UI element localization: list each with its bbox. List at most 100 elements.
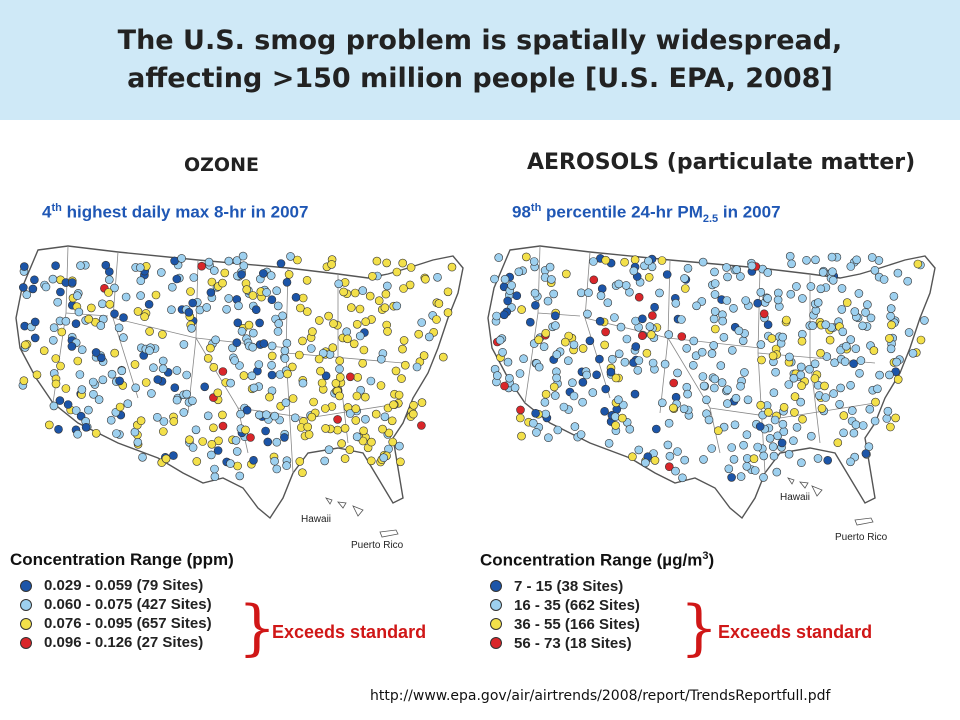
site-marker [592,370,601,380]
site-marker [207,440,217,449]
site-marker [238,251,248,261]
site-marker [378,424,387,434]
site-marker [106,415,116,425]
us-outline [487,245,936,520]
site-marker [559,402,569,412]
site-marker [314,354,324,364]
site-marker [827,252,837,262]
site-marker [321,371,331,381]
site-marker [723,272,732,282]
site-marker [729,455,739,464]
pm-metric-text: percentile 24-hr PM [541,202,703,222]
site-marker [755,422,765,431]
site-marker [534,362,544,372]
site-marker [98,375,108,385]
site-marker [121,292,131,302]
site-marker [261,410,271,419]
site-marker [412,362,422,372]
pm-legend-label: 36 - 55 (166 Sites) [514,615,640,633]
ozone-legend-swatch [20,617,32,630]
site-marker [119,333,128,342]
site-marker [308,327,317,336]
site-marker [115,376,124,386]
site-marker [309,397,318,407]
site-marker [768,351,778,361]
site-marker [863,300,872,309]
site-marker [614,349,624,359]
site-marker [335,356,345,365]
site-marker [578,397,587,407]
site-marker [248,342,257,352]
site-marker [692,301,701,311]
site-marker [293,255,302,265]
site-marker [398,258,408,268]
site-marker [709,341,718,350]
site-marker [772,467,782,477]
site-marker [552,350,562,359]
site-marker [149,363,158,372]
site-marker [372,256,382,266]
site-marker [665,451,675,461]
site-marker [608,354,617,364]
site-marker [19,283,28,292]
site-marker [438,352,448,362]
site-marker [30,275,39,285]
site-marker [273,301,283,311]
site-marker [710,279,720,288]
pm-metric: 98th percentile 24-hr PM2.5 in 2007 [512,202,781,225]
site-marker [376,381,386,390]
site-marker [779,403,789,412]
site-marker [288,394,298,403]
site-marker [601,327,610,337]
site-marker [19,376,29,385]
site-marker [913,259,923,269]
site-marker [606,367,616,377]
ozone-site-markers [18,251,457,481]
site-marker [73,356,83,366]
site-marker [763,294,772,303]
site-marker [742,462,752,471]
site-marker [644,256,653,266]
source-url[interactable]: http://www.epa.gov/air/airtrends/2008/re… [370,688,831,704]
site-marker [280,346,290,355]
site-marker [544,433,553,442]
site-marker [671,466,680,476]
pm-legend-title-tail: ) [708,550,715,570]
site-marker [810,374,820,383]
site-marker [678,473,687,483]
site-marker [805,364,814,374]
site-marker [738,336,748,346]
site-marker [716,361,726,370]
site-marker [316,366,325,376]
site-marker [266,271,276,280]
site-marker [582,370,591,380]
site-marker [813,298,823,307]
ozone-exceeds-label: Exceeds standard [272,622,427,642]
site-marker [57,327,67,337]
site-marker [105,267,114,277]
site-marker [230,356,239,365]
site-marker [218,410,227,420]
site-marker [569,391,579,401]
site-marker [291,292,301,302]
site-marker [361,414,370,424]
site-marker [568,378,577,387]
site-marker [241,425,250,435]
site-marker [638,314,647,324]
site-marker [840,357,850,366]
site-marker [710,383,719,393]
site-marker [282,277,292,287]
site-marker [30,317,40,327]
site-marker [98,299,107,309]
site-marker [836,383,845,393]
site-marker [837,284,847,293]
site-marker [707,444,716,453]
site-marker [20,340,30,350]
site-marker [290,413,300,423]
site-marker [669,378,678,388]
site-marker [893,375,903,384]
site-marker [510,383,520,392]
site-marker [515,413,525,423]
site-marker [384,428,394,438]
pm-legend-label: 7 - 15 (38 Sites) [514,577,624,595]
